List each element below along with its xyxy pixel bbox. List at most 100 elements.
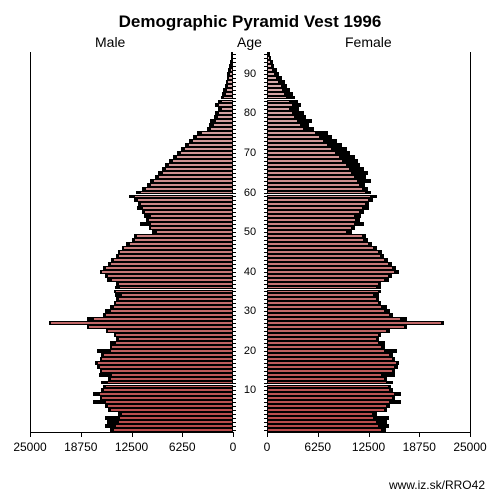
bar: [267, 369, 393, 373]
bar: [267, 72, 275, 76]
female-label: Female: [345, 34, 392, 50]
age-tick: [233, 252, 236, 253]
bar: [267, 103, 293, 107]
age-tick: [233, 181, 236, 182]
bar: [267, 353, 390, 357]
bar: [267, 56, 270, 60]
bar: [148, 218, 233, 222]
bar: [267, 198, 369, 202]
age-tick: [233, 331, 236, 332]
x-tick: [132, 432, 133, 437]
chart-title: Demographic Pyramid Vest 1996: [0, 12, 500, 32]
age-tick-label: 40: [233, 266, 267, 278]
age-tick: [233, 125, 236, 126]
bar: [110, 377, 233, 381]
bar: [267, 238, 364, 242]
bar: [228, 76, 233, 80]
bar: [267, 301, 379, 305]
bar: [115, 424, 233, 428]
age-tick: [233, 86, 236, 87]
age-tick: [233, 410, 236, 411]
male-bars: [30, 52, 233, 432]
bar: [267, 333, 379, 337]
bar: [196, 135, 233, 139]
bar: [227, 84, 233, 88]
x-tick: [419, 432, 420, 437]
bar: [267, 222, 355, 226]
bar: [267, 214, 355, 218]
bar: [118, 282, 233, 286]
bar: [267, 337, 377, 341]
bar: [267, 151, 336, 155]
age-tick: [233, 414, 236, 415]
age-tick: [233, 169, 236, 170]
bar: [267, 159, 343, 163]
age-tick: [233, 288, 236, 289]
bar: [229, 72, 233, 76]
bar: [226, 88, 233, 92]
bar: [105, 385, 233, 389]
bar: [267, 341, 379, 345]
bar: [267, 416, 374, 420]
bar: [267, 420, 377, 424]
bar: [267, 313, 390, 317]
x-tick-label: 0: [230, 440, 237, 454]
bar: [103, 353, 233, 357]
x-tick-label: 25000: [453, 440, 486, 454]
bar: [267, 226, 352, 230]
bar: [140, 202, 233, 206]
bar: [267, 278, 385, 282]
x-tick-label: 12500: [115, 440, 148, 454]
bar: [267, 282, 379, 286]
bar: [231, 64, 233, 68]
bar: [267, 424, 379, 428]
bar: [142, 206, 233, 210]
bar: [136, 234, 233, 238]
bar: [267, 246, 374, 250]
bar: [267, 266, 393, 270]
bar: [227, 80, 233, 84]
bar: [153, 179, 233, 183]
age-tick-label: 10: [233, 384, 267, 396]
bar: [137, 198, 233, 202]
age-tick: [233, 383, 236, 384]
age-tick: [233, 327, 236, 328]
bar: [107, 329, 233, 333]
bar: [115, 333, 233, 337]
bar: [118, 297, 233, 301]
bar: [88, 325, 233, 329]
age-tick: [233, 101, 236, 102]
age-tick: [233, 177, 236, 178]
age-tick: [233, 422, 236, 423]
bar: [129, 242, 233, 246]
bar: [111, 278, 233, 282]
demographic-pyramid-chart: Demographic Pyramid Vest 1996 Male Age F…: [0, 0, 500, 500]
age-tick: [233, 375, 236, 376]
bar: [113, 305, 233, 309]
age-label: Age: [237, 34, 262, 50]
bar: [115, 301, 233, 305]
bar: [267, 377, 385, 381]
age-tick: [233, 284, 236, 285]
bar: [267, 64, 272, 68]
age-tick-label: 80: [233, 107, 267, 119]
bar: [267, 392, 395, 396]
bar: [267, 155, 340, 159]
bar: [267, 329, 387, 333]
bar: [115, 341, 233, 345]
bar: [119, 416, 233, 420]
age-tick: [233, 323, 236, 324]
bar: [267, 210, 360, 214]
x-tick: [267, 432, 268, 437]
bar: [111, 345, 233, 349]
source-url: www.iz.sk/RRO42: [389, 478, 485, 492]
age-tick: [233, 66, 236, 67]
bar: [267, 84, 282, 88]
bar: [213, 123, 233, 127]
x-tick: [369, 432, 370, 437]
bar: [221, 100, 233, 104]
bar: [119, 250, 233, 254]
bar: [184, 147, 233, 151]
bar: [118, 420, 233, 424]
age-tick-label: 30: [233, 305, 267, 317]
